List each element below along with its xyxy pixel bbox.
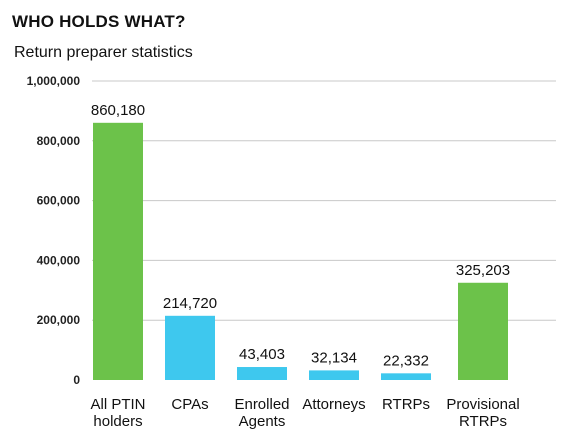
bar — [458, 282, 508, 380]
data-label: 860,180 — [91, 102, 145, 119]
chart-subtitle: Return preparer statistics — [14, 44, 193, 61]
bar — [93, 122, 143, 380]
data-label: 43,403 — [239, 346, 285, 363]
bar — [237, 367, 287, 380]
bar — [381, 373, 431, 380]
data-label: 214,720 — [163, 295, 217, 312]
data-label: 32,134 — [311, 349, 357, 366]
y-tick-label: 600,000 — [37, 194, 81, 208]
y-tick-label: 200,000 — [37, 313, 81, 327]
data-label: 22,332 — [383, 352, 429, 369]
data-label: 325,203 — [456, 262, 510, 279]
x-tick-label: Enrolled Agents — [234, 396, 289, 430]
bar — [309, 370, 359, 380]
y-tick-label: 800,000 — [37, 134, 81, 148]
y-tick-label: 1,000,000 — [27, 74, 81, 88]
x-tick-label: Attorneys — [302, 396, 365, 413]
x-tick-label: CPAs — [171, 396, 208, 413]
x-tick-label: All PTIN holders — [90, 396, 145, 430]
x-tick-label: RTRPs — [382, 396, 430, 413]
x-tick-label: Provisional RTRPs — [446, 396, 519, 430]
bar — [165, 315, 215, 380]
y-tick-label: 400,000 — [37, 253, 81, 267]
y-tick-label: 0 — [73, 373, 80, 387]
chart-title: WHO HOLDS WHAT? — [12, 12, 186, 31]
